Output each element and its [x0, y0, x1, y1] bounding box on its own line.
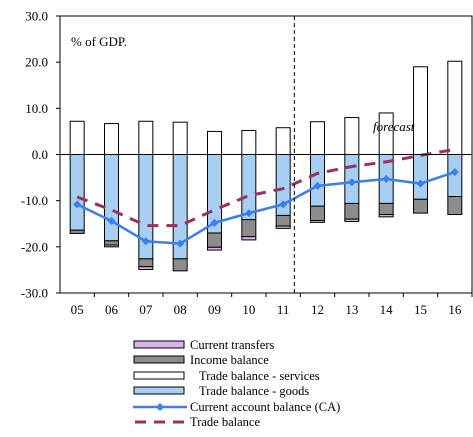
point-current-account-balance-ca-06: [107, 216, 116, 225]
bar-trade-balance-services-15: [413, 66, 428, 155]
legend-swatch-trade-services: [133, 371, 185, 380]
bar-income-balance-16: [447, 196, 463, 216]
point-current-account-balance-ca-14: [382, 174, 391, 183]
legend-item-current-transfers: Current transfers: [133, 338, 363, 353]
point-current-account-balance-ca-10: [244, 209, 253, 218]
legend-item-trade-balance: Trade balance: [133, 415, 363, 430]
x-tick-label-08: 08: [174, 302, 187, 317]
y-tick-label-20-0: -20.0: [21, 239, 48, 254]
bar-current-transfers-14: [378, 214, 394, 218]
bar-income-balance-06: [104, 240, 119, 246]
line-current-account-balance-ca: [76, 170, 456, 245]
legend-swatch-trade-balance: [135, 420, 185, 424]
bar-current-transfers-06: [104, 244, 119, 248]
bar-income-balance-12: [310, 205, 325, 222]
bar-current-transfers-07: [138, 266, 154, 270]
line-trade-balance: [76, 147, 456, 228]
bar-trade-balance-services-09: [207, 130, 222, 155]
bar-current-transfers-09: [207, 246, 222, 251]
bar-trade-balance-services-06: [104, 123, 119, 155]
point-current-account-balance-ca-16: [450, 168, 459, 177]
point-current-account-balance-ca-11: [279, 200, 288, 209]
bar-trade-balance-services-05: [69, 120, 85, 156]
forecast-annotation: forecast: [373, 119, 415, 134]
x-tick-label-11: 11: [277, 302, 290, 317]
bar-trade-balance-services-16: [447, 60, 463, 156]
bar-current-transfers-12: [310, 220, 325, 223]
y-tick-label-30-0: 30.0: [25, 9, 48, 24]
legend-label-current-account: Current account balance (CA): [190, 399, 341, 414]
x-tick-label-07: 07: [139, 302, 153, 317]
bar-income-balance-13: [344, 202, 360, 220]
bar-income-balance-15: [413, 198, 428, 214]
legend-item-trade-goods: Trade balance - goods: [133, 384, 363, 399]
x-ticks-layer: 05 06 07 08 09 10 11 12 13 14 15 16: [71, 293, 473, 317]
x-tick-label-12: 12: [311, 302, 324, 317]
y-tick-label-10-0: -10.0: [21, 193, 48, 208]
bar-trade-balance-services-10: [241, 129, 257, 156]
x-tick-label-10: 10: [242, 302, 255, 317]
point-current-account-balance-ca-07: [141, 237, 150, 246]
bar-trade-balance-services-13: [344, 117, 360, 155]
legend-label-income-balance: Income balance: [190, 353, 269, 368]
legend-label-trade-balance: Trade balance: [190, 414, 260, 429]
point-current-account-balance-ca-05: [73, 200, 82, 209]
bar-trade-balance-services-11: [275, 127, 291, 156]
bar-trade-balance-goods-05: [69, 154, 85, 231]
y-ticks-layer: 30.0 20.0 10.0 0.0 -10.0 -20.0 -30.0: [21, 9, 60, 301]
legend-item-trade-services: Trade balance - services: [133, 369, 363, 384]
bar-income-balance-09: [207, 232, 222, 248]
y-tick-label-30-0: -30.0: [21, 286, 48, 301]
bar-trade-balance-goods-12: [310, 154, 325, 207]
bar-income-balance-14: [378, 202, 394, 216]
point-current-account-balance-ca-08: [176, 239, 185, 248]
lines-layer: [73, 147, 459, 248]
y-tick-label-0-0: 0.0: [32, 147, 48, 162]
x-tick-label-15: 15: [414, 302, 427, 317]
bar-trade-balance-services-07: [138, 120, 154, 156]
bar-current-transfers-13: [344, 218, 360, 222]
x-tick-label-06: 06: [105, 302, 119, 317]
bar-trade-balance-services-08: [172, 121, 188, 155]
legend-swatch-current-account: [133, 402, 187, 411]
legend-item-income-balance: Income balance: [133, 353, 363, 368]
bar-trade-balance-goods-15: [413, 154, 428, 200]
bar-current-transfers-11: [275, 225, 291, 229]
x-tick-label-13: 13: [345, 302, 358, 317]
bar-income-balance-05: [69, 229, 85, 234]
x-tick-label-14: 14: [380, 302, 394, 317]
legend-swatch-trade-goods: [133, 386, 185, 395]
unit-annotation: % of GDP.: [71, 34, 127, 49]
x-tick-label-09: 09: [208, 302, 221, 317]
point-current-account-balance-ca-12: [313, 181, 322, 190]
y-tick-label-20-0: 20.0: [25, 55, 48, 70]
bar-trade-balance-goods-06: [104, 154, 119, 242]
bar-income-balance-08: [172, 258, 188, 272]
legend-label-current-transfers: Current transfers: [190, 338, 275, 352]
y-tick-label-10-0: 10.0: [25, 101, 48, 116]
bar-income-balance-10: [241, 219, 257, 238]
legend-swatch-current-transfers: [133, 340, 185, 349]
bar-current-transfers-10: [241, 236, 257, 241]
legend: Current transfers Income balance Trade b…: [133, 338, 363, 430]
point-current-account-balance-ca-09: [210, 218, 219, 227]
legend-label-trade-goods: Trade balance - goods: [199, 384, 310, 399]
point-current-account-balance-ca-13: [347, 178, 356, 187]
point-current-account-balance-ca-15: [416, 179, 425, 188]
x-tick-label-16: 16: [448, 302, 462, 317]
legend-swatch-income-balance: [133, 355, 185, 364]
bar-income-balance-11: [275, 214, 291, 227]
legend-label-trade-services: Trade balance - services: [199, 368, 320, 383]
legend-item-current-account: Current account balance (CA): [133, 400, 363, 415]
bar-income-balance-07: [138, 258, 154, 268]
bar-trade-balance-services-12: [310, 121, 325, 155]
x-tick-label-05: 05: [71, 302, 84, 317]
